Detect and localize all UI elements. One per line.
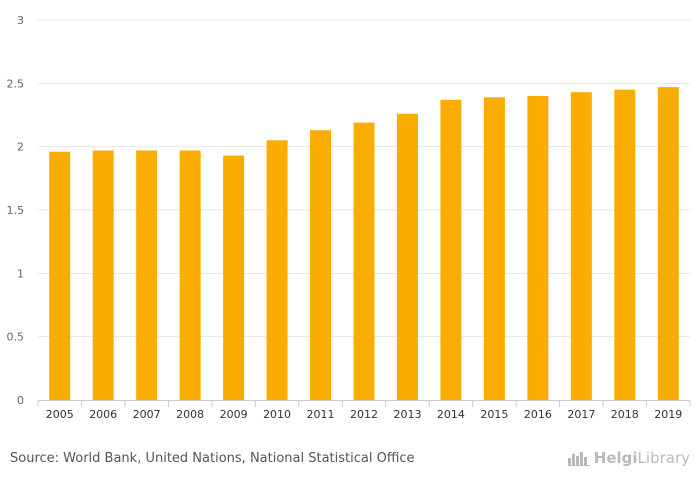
x-tick-label: 2014 (437, 408, 465, 421)
x-tick-label: 2009 (220, 408, 248, 421)
x-tick-label: 2018 (611, 408, 639, 421)
source-note: Source: World Bank, United Nations, Nati… (10, 451, 415, 466)
bar-2012 (353, 122, 375, 400)
chart-area: 0 0.5 1 1.5 2 2.5 3 2005 2006 2007 2008 2009 2010 201… (7, 14, 691, 421)
bar-2016 (527, 96, 549, 400)
x-tick-label: 2015 (480, 408, 508, 421)
bar-2014 (440, 99, 462, 401)
y-tick-label: 2.5 (7, 77, 25, 90)
bar-2010 (266, 140, 288, 401)
bar-2018 (614, 89, 636, 401)
x-tick-label: 2008 (176, 408, 204, 421)
bar-2005 (49, 151, 71, 400)
bar-2006 (92, 150, 114, 400)
y-tick-label: 0.5 (7, 331, 25, 344)
x-tick-label: 2019 (654, 408, 682, 421)
x-tick-label: 2012 (350, 408, 378, 421)
x-tick-label: 2007 (133, 408, 161, 421)
x-tick-label: 2010 (263, 408, 291, 421)
bar-2009 (223, 155, 245, 400)
bar-2015 (483, 97, 505, 401)
footer: Source: World Bank, United Nations, Nati… (0, 440, 700, 483)
brand-name-part1: Helgi (593, 449, 638, 467)
bar-2013 (396, 113, 418, 400)
x-tick-label: 2016 (524, 408, 552, 421)
y-tick-label: 3 (17, 14, 24, 27)
x-tick-label: 2005 (46, 408, 74, 421)
y-tick-label: 0 (17, 394, 24, 407)
city-skyline-icon (567, 452, 590, 466)
bar-2007 (136, 150, 158, 400)
x-tick-label: 2017 (567, 408, 595, 421)
x-tick-label: 2006 (89, 408, 117, 421)
bar-2017 (570, 92, 592, 400)
bar-2008 (179, 150, 201, 400)
y-tick-label: 1.5 (7, 204, 25, 217)
x-tick-label: 2011 (307, 408, 335, 421)
x-tick-label: 2013 (393, 408, 421, 421)
y-tick-label: 1 (17, 267, 24, 280)
brand-name-part2: Library (637, 449, 690, 467)
bar-2011 (310, 130, 332, 400)
brand-logo[interactable]: Helgi Library (567, 449, 690, 467)
bar-2019 (657, 87, 679, 400)
bar-chart: 0 0.5 1 1.5 2 2.5 3 2005 2006 2007 2008 2009 2010 201… (7, 14, 691, 421)
y-tick-label: 2 (17, 141, 24, 154)
